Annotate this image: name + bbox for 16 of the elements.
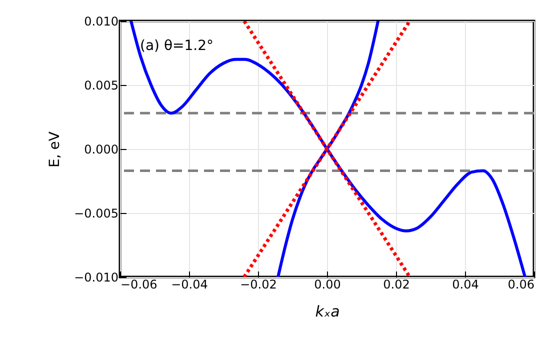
annotation: (a) θ=1.2° [140, 38, 214, 54]
x-tick-label: −0.04 [171, 278, 208, 292]
y-tick-label: −0.005 [74, 206, 118, 220]
x-tick-label: −0.02 [240, 278, 277, 292]
x-tick-label: 0.00 [314, 278, 341, 292]
y-axis-title: E, eV [47, 131, 64, 168]
x-tick-label: 0.06 [508, 278, 534, 292]
y-tick-label: −0.010 [74, 270, 118, 284]
x-tick-label: 0.04 [452, 278, 479, 292]
x-axis-title: kₓa [315, 302, 340, 320]
y-tick-label: 0.000 [84, 142, 118, 156]
x-tick-label: −0.06 [120, 278, 158, 292]
y-tick-label: 0.010 [84, 14, 118, 28]
x-tick-label: 0.02 [383, 278, 410, 292]
y-tick-label: 0.005 [84, 78, 118, 92]
line-series [130, 21, 527, 277]
